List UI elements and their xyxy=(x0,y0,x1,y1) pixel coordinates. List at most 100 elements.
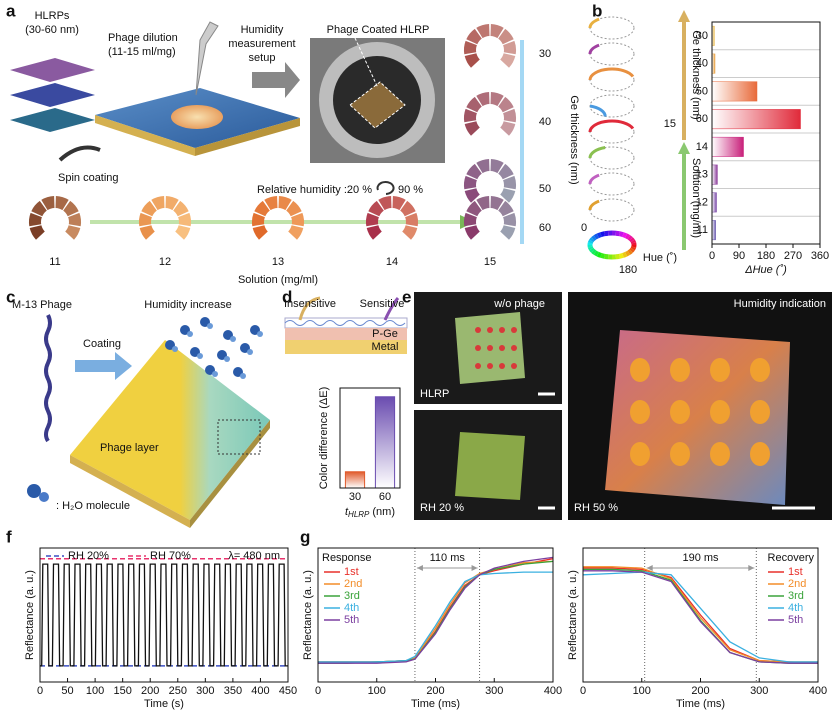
x-tick-label: 30 xyxy=(349,491,361,503)
x-tick-label: 60 xyxy=(379,491,391,503)
h2o xyxy=(230,336,236,342)
label: 15 xyxy=(664,118,676,130)
ring-segment xyxy=(464,225,480,240)
panel-label: c xyxy=(6,287,15,306)
sample xyxy=(605,330,790,505)
panel-label: e xyxy=(402,287,411,306)
ring-segment xyxy=(139,225,155,240)
ring-segment xyxy=(500,53,516,68)
metal-layer xyxy=(285,340,407,354)
category-label: 50 xyxy=(696,85,708,97)
ring-label: 15 xyxy=(484,256,496,268)
hue-wheel xyxy=(630,239,637,244)
bar xyxy=(711,109,801,130)
bar xyxy=(374,396,396,489)
series-line xyxy=(583,570,818,664)
series-line xyxy=(40,563,288,667)
label: Relative humidity :20 % xyxy=(257,184,372,196)
label: Spin coating xyxy=(58,172,119,184)
legend-label: 2nd xyxy=(788,578,806,590)
x-tick-label: 300 xyxy=(196,685,214,697)
pipette xyxy=(195,21,219,96)
y-axis-label: Reflectance (a. u.) xyxy=(302,570,314,660)
ring-segment xyxy=(464,121,480,136)
rings xyxy=(28,24,517,240)
label: measurement xyxy=(228,38,295,50)
category-label: 11 xyxy=(697,224,708,236)
label: (30-60 nm) xyxy=(25,24,79,36)
x-axis-label: ΔHue (˚) xyxy=(744,264,787,276)
ring-segment xyxy=(252,225,268,240)
ring-segment xyxy=(41,196,55,211)
ring-segment xyxy=(466,96,482,113)
hue-wheel xyxy=(622,232,628,239)
label: P-Ge xyxy=(372,328,398,340)
x-axis-label: Time (s) xyxy=(144,698,184,710)
slab-edge xyxy=(190,420,270,528)
bar xyxy=(711,136,744,157)
hue-wheel xyxy=(604,230,609,237)
series-line xyxy=(583,567,819,664)
ring-segment xyxy=(378,196,392,211)
legend-label: RH 70% xyxy=(150,550,191,562)
x-tick-label: 200 xyxy=(141,685,159,697)
hue-wheel xyxy=(593,233,599,240)
droplet xyxy=(487,345,493,351)
panel-label: g xyxy=(300,527,310,546)
ring-segment xyxy=(463,108,477,123)
ring-segment xyxy=(264,196,278,211)
ring-segment xyxy=(31,200,47,217)
ring-label: 12 xyxy=(159,256,171,268)
hue-wheel xyxy=(587,239,594,244)
droplet xyxy=(511,345,517,351)
series-line xyxy=(583,566,818,663)
ring-segment xyxy=(151,196,165,211)
molecules xyxy=(165,317,263,379)
axis-label: Solution (mg/ml) xyxy=(238,274,318,286)
ring-segment xyxy=(466,28,482,45)
ring-label: 40 xyxy=(539,116,551,128)
ring-segment xyxy=(288,225,304,240)
ring-segment xyxy=(63,200,79,217)
legend-label: 2nd xyxy=(344,578,362,590)
axis-label: Ge thickness (nm) xyxy=(568,95,580,184)
hue-arc xyxy=(589,104,607,117)
ring-segment xyxy=(490,24,504,39)
hue-wheel xyxy=(593,250,599,257)
x-axis-label: Time (ms) xyxy=(411,698,460,710)
ring-segment xyxy=(490,159,504,174)
label: Coating xyxy=(83,338,121,350)
droplet xyxy=(487,327,493,333)
series-line xyxy=(318,556,554,664)
h2o xyxy=(207,323,213,329)
droplet xyxy=(710,358,730,382)
legend-label: 3rd xyxy=(344,590,360,602)
droplet xyxy=(670,442,690,466)
arrow xyxy=(298,296,321,321)
panel-e-art xyxy=(414,292,832,520)
h2o xyxy=(240,373,246,379)
ring-segment xyxy=(498,200,514,217)
label: HLRP xyxy=(420,388,449,400)
x-tick-label: 200 xyxy=(426,685,444,697)
panel-label: a xyxy=(6,1,16,20)
ring-segment xyxy=(402,225,418,240)
droplet xyxy=(499,363,505,369)
category-label: 13 xyxy=(696,169,708,181)
label: : H₂O molecule xyxy=(56,500,130,512)
label: 0 xyxy=(581,222,587,234)
hue-wheel xyxy=(591,235,597,241)
ring-segment xyxy=(173,200,189,217)
span-arrow xyxy=(748,565,755,571)
ring-segment xyxy=(498,96,514,113)
x-tick-label: 300 xyxy=(750,685,768,697)
h2o xyxy=(27,484,41,498)
legend-label: 3rd xyxy=(788,590,804,602)
label: Humidity indication xyxy=(734,298,826,310)
ring-segment xyxy=(286,200,302,217)
ring-segment xyxy=(28,212,42,227)
legend-title: Response xyxy=(322,552,372,564)
droplets xyxy=(475,327,770,466)
arrow xyxy=(252,62,300,98)
ring-label: 11 xyxy=(49,256,60,268)
